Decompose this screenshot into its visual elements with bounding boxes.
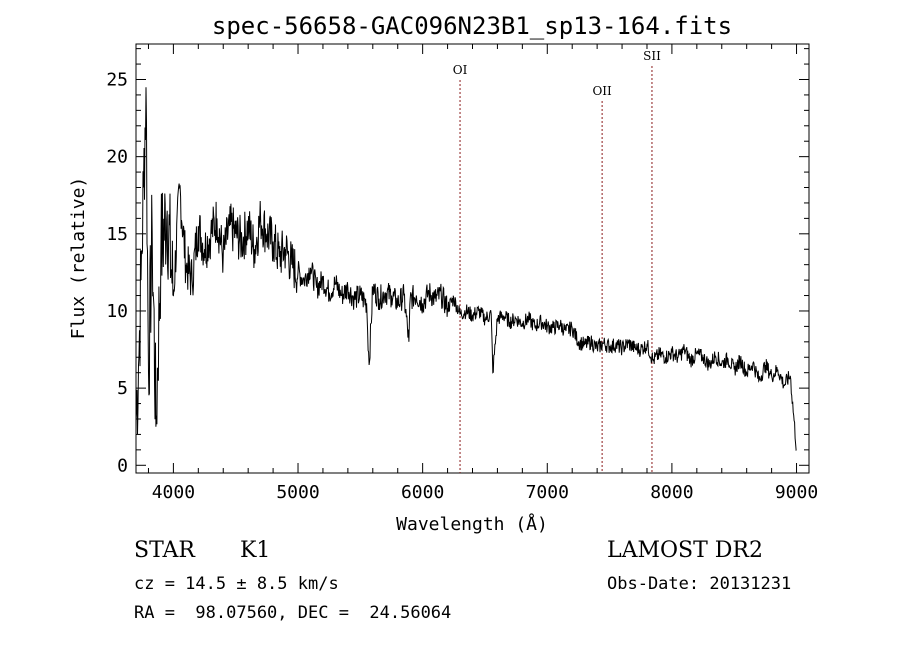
line-marker-label: OII bbox=[592, 84, 612, 98]
x-tick-label: 4000 bbox=[152, 482, 195, 503]
spectrum-chart: spec-56658-GAC096N23B1_sp13-164.fits 400… bbox=[68, 12, 818, 535]
subclass-label: K1 bbox=[240, 538, 271, 563]
y-tick-label: 5 bbox=[117, 378, 128, 399]
x-tick-label: 8000 bbox=[650, 482, 693, 503]
x-tick-label: 9000 bbox=[775, 482, 818, 503]
y-axis-label: Flux (relative) bbox=[68, 177, 89, 340]
y-tick-label: 25 bbox=[106, 69, 128, 90]
plot-frame bbox=[135, 43, 810, 474]
coordinates-text: RA = 98.07560, DEC = 24.56064 bbox=[134, 603, 452, 623]
y-axis: 0 5 10 15 20 25 bbox=[106, 48, 809, 476]
y-tick-label: 20 bbox=[106, 147, 128, 168]
line-marker-label: OI bbox=[453, 63, 468, 77]
x-tick-label: 7000 bbox=[526, 482, 569, 503]
redshift-text: cz = 14.5 ± 8.5 km/s bbox=[134, 574, 339, 594]
survey-label: LAMOST DR2 bbox=[607, 538, 763, 563]
line-markers: OI OII SII bbox=[453, 49, 661, 473]
chart-title: spec-56658-GAC096N23B1_sp13-164.fits bbox=[212, 12, 732, 40]
y-tick-label: 10 bbox=[106, 301, 128, 322]
x-tick-label: 5000 bbox=[276, 482, 319, 503]
spectrum-series-line bbox=[135, 87, 797, 451]
x-axis-label: Wavelength (Å) bbox=[396, 513, 548, 535]
y-tick-label: 0 bbox=[117, 455, 128, 476]
class-label: STAR bbox=[134, 538, 195, 563]
x-tick-label: 6000 bbox=[401, 482, 444, 503]
line-marker-label: SII bbox=[643, 49, 661, 63]
obs-date-text: Obs-Date: 20131231 bbox=[607, 574, 792, 594]
y-tick-label: 15 bbox=[106, 224, 128, 245]
x-axis: 4000 5000 6000 7000 8000 9000 bbox=[147, 44, 818, 503]
